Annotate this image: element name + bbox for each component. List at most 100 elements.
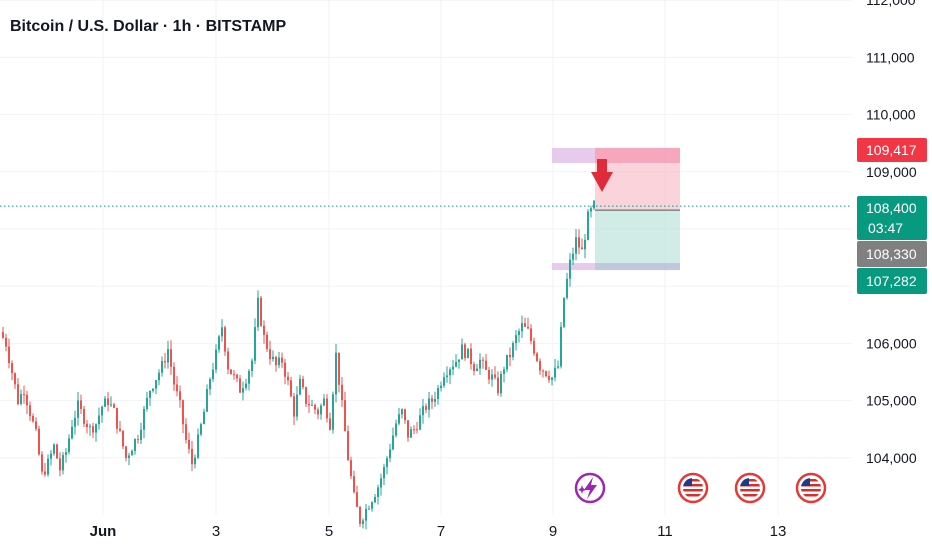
time-tick-label: Jun	[90, 523, 117, 540]
candle-body	[584, 239, 586, 250]
candle-body	[500, 373, 502, 394]
candle-body	[2, 331, 4, 338]
candle-body	[581, 247, 583, 250]
candle-body	[353, 476, 355, 493]
position-zones	[552, 147, 680, 271]
candle-body	[410, 429, 412, 438]
us-flag-icon[interactable]	[677, 472, 709, 504]
candle-body	[560, 326, 562, 367]
us-flag-icon[interactable]	[795, 472, 827, 504]
candle-body	[437, 388, 439, 400]
candle-body	[470, 348, 472, 364]
candle-body	[26, 394, 28, 406]
candle-body	[107, 398, 109, 405]
candle-body	[314, 404, 316, 410]
candle-body	[335, 352, 337, 395]
price-tick-label: 104,000	[866, 450, 917, 466]
candle-body	[443, 377, 445, 386]
candle-body	[80, 400, 82, 409]
stop-price-label: 109,417	[866, 142, 917, 158]
target-price-label: 107,282	[866, 273, 917, 289]
candle-body	[365, 508, 367, 521]
candle-body	[524, 323, 526, 327]
candle-body	[41, 454, 43, 472]
candle-body	[71, 426, 73, 439]
candle-body	[116, 407, 118, 429]
candle-body	[218, 336, 220, 350]
candle-body	[431, 398, 433, 402]
time-axis[interactable]: Jun 3 5 7 9 11 13	[90, 523, 787, 540]
candle-body	[275, 356, 277, 366]
candle-body	[260, 297, 262, 326]
candle-body	[158, 372, 160, 381]
candle-body	[212, 369, 214, 380]
candle-body	[557, 366, 559, 368]
candle-body	[8, 346, 10, 364]
candle-body	[167, 349, 169, 363]
us-flag-icon[interactable]	[734, 472, 766, 504]
candle-body	[50, 453, 52, 459]
candle-body	[173, 366, 175, 385]
candle-body	[236, 374, 238, 379]
candle-body	[104, 398, 106, 407]
price-tick-label: 109,000	[866, 164, 917, 180]
candle-body	[146, 397, 148, 410]
candle-body	[482, 359, 484, 361]
candle-body	[359, 506, 361, 524]
candle-body	[254, 327, 256, 361]
time-tick-label: 3	[212, 523, 220, 540]
candle-body	[11, 363, 13, 374]
candle-body	[128, 455, 130, 458]
candle-body	[68, 438, 70, 453]
candle-body	[248, 371, 250, 384]
candle-body	[401, 409, 403, 415]
candle-body	[305, 387, 307, 404]
time-tick-label: 11	[657, 523, 673, 540]
candle-body	[86, 423, 88, 428]
candle-body	[536, 353, 538, 361]
candle-body	[485, 360, 487, 370]
candle-body	[281, 357, 283, 363]
candle-body	[119, 428, 121, 431]
candle-body	[35, 421, 37, 429]
time-tick-label: 13	[770, 523, 787, 540]
candle-body	[125, 446, 127, 458]
candle-body	[503, 369, 505, 374]
candle-body	[179, 391, 181, 401]
take-profit-zone[interactable]	[595, 210, 680, 271]
candle-body	[578, 237, 580, 248]
candle-body	[377, 487, 379, 497]
candle-body	[83, 408, 85, 424]
candle-body	[239, 378, 241, 393]
candle-body	[296, 394, 298, 417]
candle-body	[266, 334, 268, 350]
candle-body	[257, 297, 259, 328]
candle-body	[332, 394, 334, 430]
candle-body	[494, 374, 496, 378]
down-arrow-icon	[591, 159, 613, 192]
candle-body	[341, 384, 343, 401]
candle-body	[242, 388, 244, 393]
price-tick-label: 106,000	[866, 335, 917, 351]
candle-body	[389, 449, 391, 459]
candle-body	[452, 366, 454, 370]
candle-body	[566, 278, 568, 298]
candle-body	[14, 373, 16, 385]
chart-title: Bitcoin / U.S. Dollar · 1h · BITSTAMP	[10, 18, 286, 35]
stop-loss-zone[interactable]	[595, 147, 680, 211]
candle-body	[290, 380, 292, 397]
candle-body	[29, 405, 31, 416]
candle-body	[65, 452, 67, 455]
current-price-label: 108,400	[866, 200, 917, 216]
candle-body	[95, 424, 97, 433]
lightning-event-icon[interactable]	[574, 472, 606, 504]
candle-body	[200, 424, 202, 435]
candle-body	[278, 357, 280, 366]
support-level-highlight	[552, 263, 595, 271]
candle-body	[512, 342, 514, 358]
candle-body	[416, 429, 418, 431]
candle-body	[407, 420, 409, 438]
candle-body	[194, 457, 196, 465]
candle-body	[5, 337, 7, 347]
